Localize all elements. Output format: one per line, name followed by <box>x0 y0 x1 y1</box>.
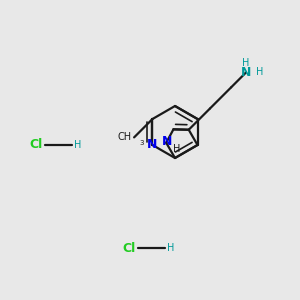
Text: H: H <box>167 243 174 253</box>
Text: Cl: Cl <box>123 242 136 254</box>
Text: H: H <box>74 140 81 150</box>
Text: H: H <box>256 68 263 77</box>
Text: N: N <box>147 139 158 152</box>
Text: CH: CH <box>118 132 132 142</box>
Text: H: H <box>172 144 180 154</box>
Text: 3: 3 <box>139 140 144 146</box>
Text: N: N <box>162 135 172 148</box>
Text: N: N <box>241 66 251 79</box>
Text: H: H <box>242 58 250 68</box>
Text: Cl: Cl <box>30 139 43 152</box>
